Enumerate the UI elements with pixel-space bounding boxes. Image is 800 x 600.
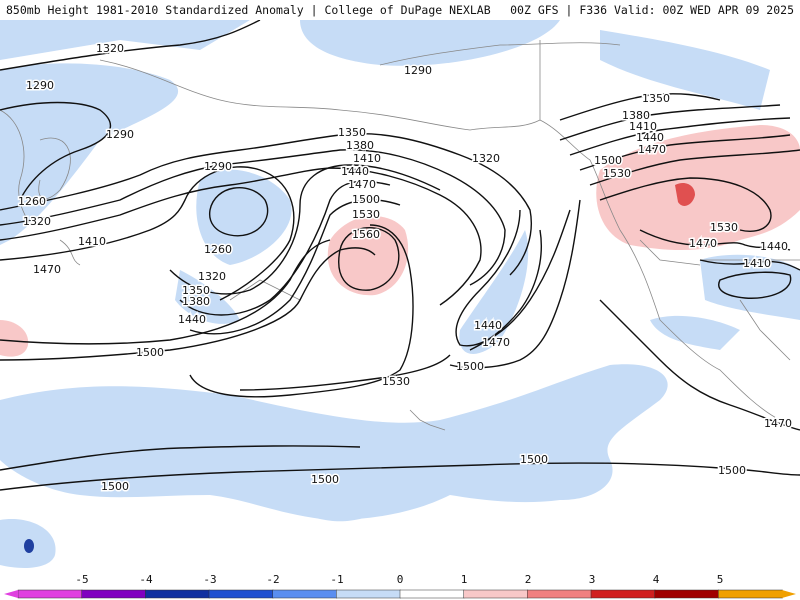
contour-label: 1290 xyxy=(204,160,232,173)
contour-label: 1350 xyxy=(642,92,670,105)
contour-labels: 1320 1290 1290 1320 1350 1380 1410 1320 … xyxy=(17,41,794,495)
colorbar-cell xyxy=(654,589,720,599)
contour-label: 1500 xyxy=(456,360,484,373)
contour-label: 1470 xyxy=(348,178,376,191)
colorbar-label: 4 xyxy=(652,573,660,586)
contour-label: 1260 xyxy=(204,243,232,256)
contour-label: 1470 xyxy=(33,263,61,276)
contour-label: 1290 xyxy=(404,64,432,77)
coastlines xyxy=(0,40,800,431)
contour-label: 1560 xyxy=(352,228,380,241)
colorbar-cell xyxy=(590,589,656,599)
contour-label: 1500 xyxy=(136,346,164,359)
colorbar-label: 0 xyxy=(396,573,404,586)
contour-label: 1500 xyxy=(352,193,380,206)
contour-label: 1320 xyxy=(96,42,124,55)
colorbar-max-arrow xyxy=(782,590,796,598)
contour-label: 1380 xyxy=(182,295,210,308)
colorbar-label: 3 xyxy=(588,573,596,586)
contour-label: 1440 xyxy=(341,165,369,178)
run-valid-time: 00Z GFS | F336 Valid: 00Z WED APR 09 202… xyxy=(510,3,794,17)
colorbar-cell xyxy=(463,589,529,599)
colorbar-labels: -5 -4 -3 -2 -1 0 1 2 3 4 5 xyxy=(0,573,800,587)
contour-label: 1290 xyxy=(26,79,54,92)
contour-label: 1290 xyxy=(106,128,134,141)
colorbar-label: 2 xyxy=(524,573,532,586)
contour-label: 1440 xyxy=(636,131,664,144)
colorbar-label: -3 xyxy=(203,573,217,586)
positive-anomaly-shading xyxy=(0,125,800,357)
contour-label: 1320 xyxy=(23,215,51,228)
colorbar-cell xyxy=(336,589,401,599)
contour-label: 1470 xyxy=(638,143,666,156)
contour-label: 1410 xyxy=(78,235,106,248)
colorbar-cell xyxy=(718,589,783,599)
colorbar-cell xyxy=(145,589,210,599)
contour-label: 1410 xyxy=(629,120,657,133)
colorbar xyxy=(4,589,796,599)
contour-label: 1470 xyxy=(482,336,510,349)
contour-label: 1350 xyxy=(182,284,210,297)
contour-label: 1530 xyxy=(382,375,410,388)
map-title: 850mb Height 1981-2010 Standardized Anom… xyxy=(6,3,491,17)
contour-label: 1500 xyxy=(718,464,746,477)
colorbar-cell xyxy=(81,589,147,599)
colorbar-label: 1 xyxy=(460,573,468,586)
anomaly-map: 1320 1290 1290 1320 1350 1380 1410 1320 … xyxy=(0,20,800,568)
colorbar-cell xyxy=(272,589,338,599)
contour-label: 1410 xyxy=(743,257,771,270)
colorbar-label: -2 xyxy=(266,573,280,586)
contour-label: 1260 xyxy=(18,195,46,208)
colorbar-cell xyxy=(527,589,592,599)
contour-label: 1380 xyxy=(346,139,374,152)
contour-label: 1500 xyxy=(101,480,129,493)
colorbar-label: -4 xyxy=(139,573,153,586)
colorbar-min-arrow xyxy=(4,590,18,598)
contour-label: 1350 xyxy=(338,126,366,139)
contour-label: 1530 xyxy=(710,221,738,234)
colorbar-cell xyxy=(208,589,274,599)
colorbar-label: 5 xyxy=(716,573,724,586)
contour-label: 1470 xyxy=(689,237,717,250)
contour-label: 1320 xyxy=(472,152,500,165)
contour-label: 1530 xyxy=(603,167,631,180)
strong-anomaly-spots xyxy=(24,183,695,553)
contour-label: 1440 xyxy=(178,313,206,326)
colorbar-label: -5 xyxy=(75,573,89,586)
contour-label: 1320 xyxy=(198,270,226,283)
colorbar-label: -1 xyxy=(330,573,344,586)
colorbar-cell xyxy=(399,589,465,599)
contour-label: 1380 xyxy=(622,109,650,122)
contour-label: 1440 xyxy=(474,319,502,332)
title-bar: 850mb Height 1981-2010 Standardized Anom… xyxy=(0,0,800,20)
colorbar-cell xyxy=(17,589,83,599)
contour-label: 1470 xyxy=(764,417,792,430)
contour-label: 1410 xyxy=(353,152,381,165)
contour-label: 1500 xyxy=(311,473,339,486)
height-contours xyxy=(0,20,800,491)
contour-label: 1440 xyxy=(760,240,788,253)
contour-label: 1500 xyxy=(520,453,548,466)
contour-label: 1530 xyxy=(352,208,380,221)
contour-label: 1500 xyxy=(594,154,622,167)
